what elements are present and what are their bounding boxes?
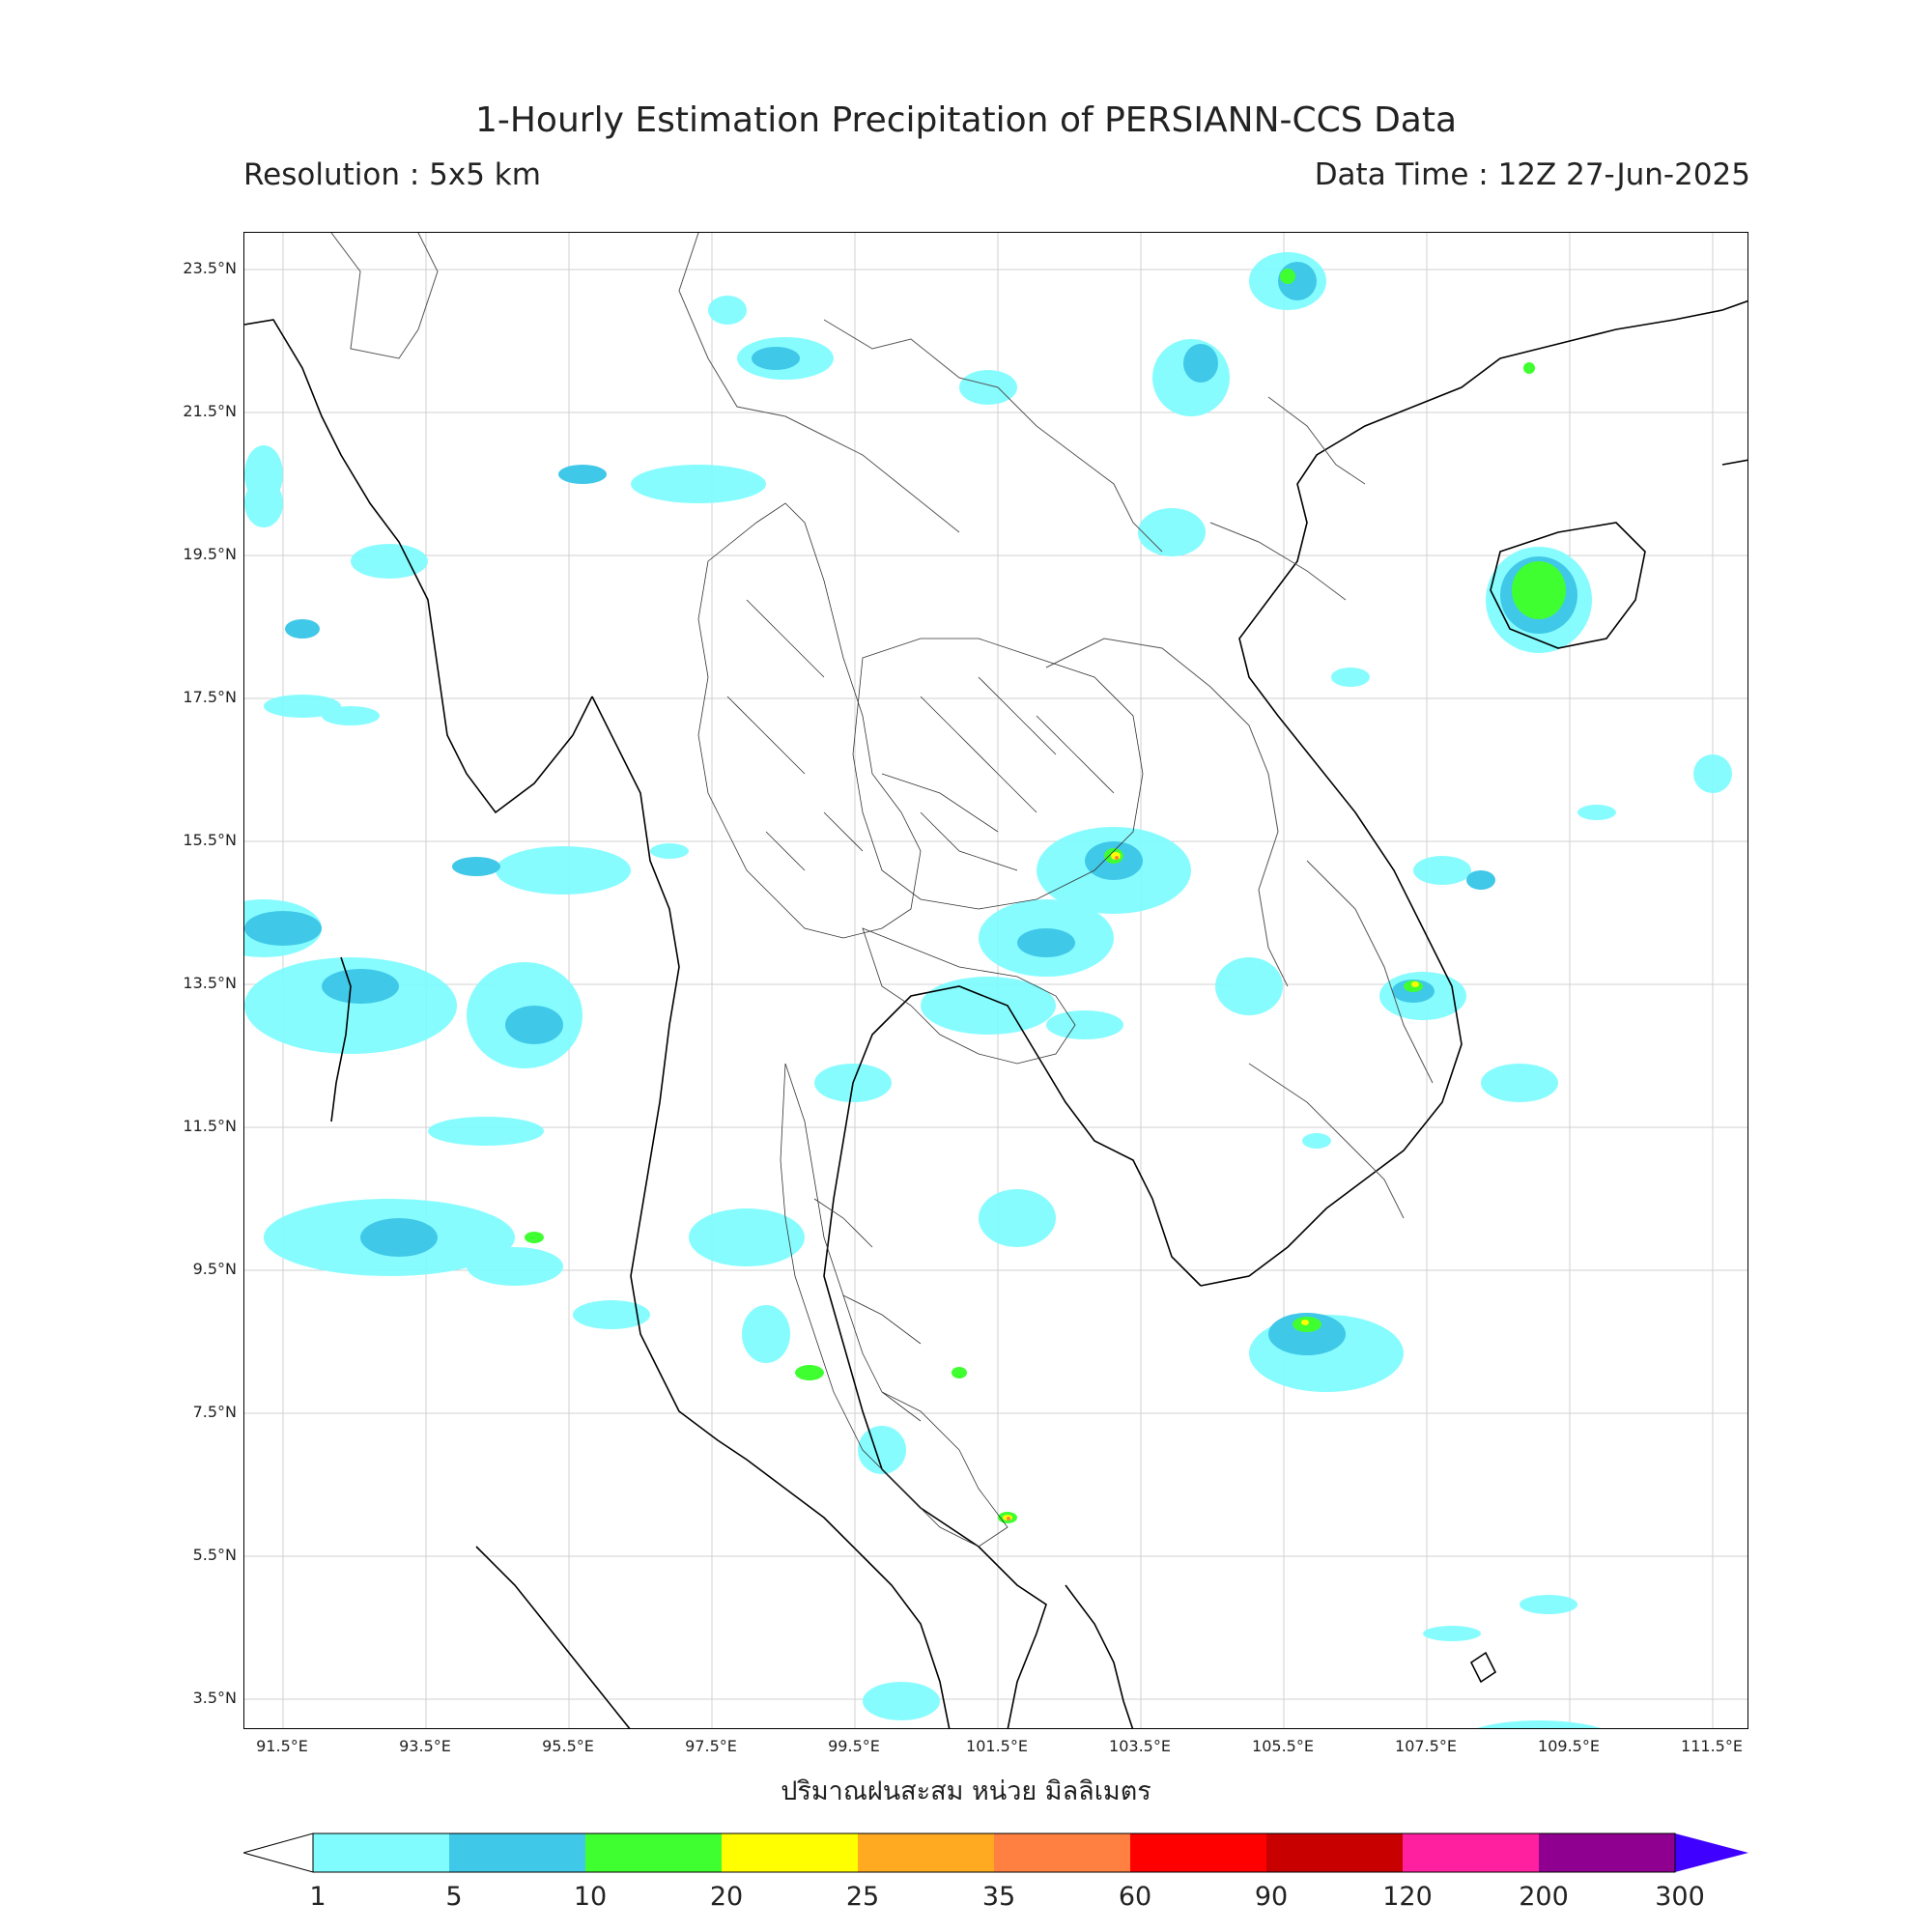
colorbar-segment (994, 1833, 1130, 1872)
lat-tick: 9.5°N (192, 1260, 237, 1278)
colorbar-segment (313, 1833, 449, 1872)
colorbar-segment (1130, 1833, 1266, 1872)
thailand-provinces (697, 502, 1144, 1548)
colorbar-segment (1539, 1833, 1675, 1872)
lon-tick: 103.5°E (1109, 1737, 1171, 1755)
lon-tick: 91.5°E (256, 1737, 308, 1755)
lon-tick: 111.5°E (1681, 1737, 1743, 1755)
rain-moderate (244, 262, 1577, 1355)
colorbar-label: 200 (1519, 1882, 1569, 1912)
colorbar-segment (722, 1833, 858, 1872)
lon-tick: 101.5°E (966, 1737, 1028, 1755)
colorbar (243, 1833, 1748, 1873)
lat-tick: 7.5°N (192, 1403, 237, 1421)
colorbar-label: 35 (981, 1882, 1016, 1912)
x-axis-label: ปริมาณฝนสะสม หน่วย มิลลิเมตร (781, 1776, 1151, 1806)
lat-tick: 13.5°N (183, 974, 237, 992)
colorbar-label: 300 (1655, 1882, 1705, 1912)
lat-tick: 23.5°N (183, 259, 237, 277)
lat-tick: 5.5°N (192, 1546, 237, 1564)
lat-tick: 11.5°N (183, 1117, 237, 1135)
coastlines (244, 299, 1747, 1728)
colorbar-segment (1403, 1833, 1539, 1872)
borders (330, 233, 1434, 1219)
rain-light (244, 252, 1732, 1728)
lat-tick: 19.5°N (183, 545, 237, 563)
lon-tick: 109.5°E (1538, 1737, 1600, 1755)
colorbar-segment (449, 1833, 585, 1872)
lon-tick: 99.5°E (828, 1737, 880, 1755)
colorbar-segment (858, 1833, 994, 1872)
colorbar-segment (585, 1833, 722, 1872)
precipitation-map (244, 233, 1747, 1728)
colorbar-label: 1 (309, 1882, 327, 1912)
rain-heavy (525, 269, 1566, 1523)
lon-tick: 105.5°E (1252, 1737, 1314, 1755)
lon-tick: 107.5°E (1395, 1737, 1457, 1755)
map-title: 1-Hourly Estimation Precipitation of PER… (474, 100, 1458, 140)
lat-tick: 21.5°N (183, 402, 237, 420)
colorbar-label: 5 (445, 1882, 463, 1912)
lon-tick: 95.5°E (542, 1737, 594, 1755)
lat-tick: 3.5°N (192, 1689, 237, 1707)
colorbar-label: 20 (709, 1882, 744, 1912)
colorbar-label: 60 (1118, 1882, 1152, 1912)
colorbar-label: 25 (845, 1882, 880, 1912)
lon-tick: 97.5°E (685, 1737, 737, 1755)
resolution-label: Resolution : 5x5 km (243, 157, 541, 192)
lon-tick: 93.5°E (399, 1737, 451, 1755)
lat-tick: 15.5°N (183, 831, 237, 849)
colorbar-label: 10 (573, 1882, 608, 1912)
rain-intense (1007, 856, 1119, 1520)
colorbar-label: 120 (1382, 1882, 1433, 1912)
lat-tick: 17.5°N (183, 688, 237, 706)
data-time-label: Data Time : 12Z 27-Jun-2025 (1314, 157, 1750, 192)
colorbar-max-arrow (1675, 1833, 1748, 1872)
map-panel[interactable] (243, 232, 1748, 1729)
colorbar-segment (1266, 1833, 1403, 1872)
colorbar-label: 90 (1254, 1882, 1289, 1912)
colorbar-min-arrow (243, 1833, 314, 1873)
